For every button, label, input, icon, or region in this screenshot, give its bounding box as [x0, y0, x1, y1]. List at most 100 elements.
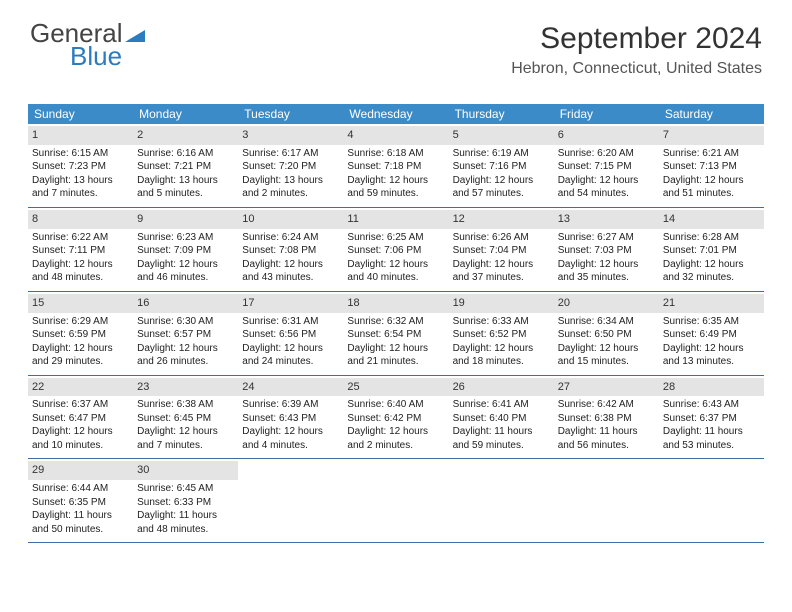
- week-row: 8Sunrise: 6:22 AMSunset: 7:11 PMDaylight…: [28, 208, 764, 292]
- day-number: 3: [242, 129, 248, 141]
- day-sunset: Sunset: 6:50 PM: [558, 328, 655, 342]
- logo-line2: Blue: [70, 41, 122, 71]
- calendar-day: 3Sunrise: 6:17 AMSunset: 7:20 PMDaylight…: [238, 124, 343, 207]
- calendar-day: 9Sunrise: 6:23 AMSunset: 7:09 PMDaylight…: [133, 208, 238, 291]
- title-block: September 2024 Hebron, Connecticut, Unit…: [511, 22, 762, 78]
- daynum-row: 11: [343, 210, 448, 229]
- calendar-day: 11Sunrise: 6:25 AMSunset: 7:06 PMDayligh…: [343, 208, 448, 291]
- calendar-day: 2Sunrise: 6:16 AMSunset: 7:21 PMDaylight…: [133, 124, 238, 207]
- day-daylight: Daylight: 12 hours and 57 minutes.: [453, 174, 550, 201]
- daynum-row: 9: [133, 210, 238, 229]
- calendar-day: 21Sunrise: 6:35 AMSunset: 6:49 PMDayligh…: [659, 292, 764, 375]
- daynum-row: 13: [554, 210, 659, 229]
- daynum-row: 1: [28, 126, 133, 145]
- logo: General Blue: [30, 22, 145, 69]
- daynum-row: 10: [238, 210, 343, 229]
- day-sunset: Sunset: 6:33 PM: [137, 496, 234, 510]
- day-daylight: Daylight: 11 hours and 48 minutes.: [137, 509, 234, 536]
- day-sunrise: Sunrise: 6:30 AM: [137, 315, 234, 329]
- day-daylight: Daylight: 12 hours and 13 minutes.: [663, 342, 760, 369]
- day-number: 13: [558, 213, 570, 225]
- day-daylight: Daylight: 11 hours and 56 minutes.: [558, 425, 655, 452]
- day-sunset: Sunset: 6:37 PM: [663, 412, 760, 426]
- week-row: 1Sunrise: 6:15 AMSunset: 7:23 PMDaylight…: [28, 124, 764, 208]
- day-number: 10: [242, 213, 254, 225]
- daynum-row: 15: [28, 294, 133, 313]
- day-sunset: Sunset: 7:16 PM: [453, 160, 550, 174]
- day-sunrise: Sunrise: 6:21 AM: [663, 147, 760, 161]
- day-daylight: Daylight: 13 hours and 5 minutes.: [137, 174, 234, 201]
- daynum-row: 5: [449, 126, 554, 145]
- day-sunset: Sunset: 6:45 PM: [137, 412, 234, 426]
- day-sunset: Sunset: 7:21 PM: [137, 160, 234, 174]
- calendar-day: 30Sunrise: 6:45 AMSunset: 6:33 PMDayligh…: [133, 459, 238, 542]
- weekday-header: Tuesday: [238, 104, 343, 124]
- day-number: 4: [347, 129, 353, 141]
- daynum-row: 29: [28, 461, 133, 480]
- calendar-day: 25Sunrise: 6:40 AMSunset: 6:42 PMDayligh…: [343, 376, 448, 459]
- day-sunrise: Sunrise: 6:25 AM: [347, 231, 444, 245]
- day-sunrise: Sunrise: 6:42 AM: [558, 398, 655, 412]
- day-daylight: Daylight: 12 hours and 32 minutes.: [663, 258, 760, 285]
- calendar-day: 23Sunrise: 6:38 AMSunset: 6:45 PMDayligh…: [133, 376, 238, 459]
- day-sunrise: Sunrise: 6:15 AM: [32, 147, 129, 161]
- daynum-row: 21: [659, 294, 764, 313]
- day-sunset: Sunset: 6:57 PM: [137, 328, 234, 342]
- day-daylight: Daylight: 12 hours and 10 minutes.: [32, 425, 129, 452]
- calendar-day: [554, 459, 659, 542]
- day-number: 14: [663, 213, 675, 225]
- daynum-row: 27: [554, 378, 659, 397]
- day-daylight: Daylight: 13 hours and 2 minutes.: [242, 174, 339, 201]
- day-sunrise: Sunrise: 6:27 AM: [558, 231, 655, 245]
- week-row: 15Sunrise: 6:29 AMSunset: 6:59 PMDayligh…: [28, 292, 764, 376]
- day-sunset: Sunset: 6:52 PM: [453, 328, 550, 342]
- daynum-row: 14: [659, 210, 764, 229]
- daynum-row: 12: [449, 210, 554, 229]
- day-sunrise: Sunrise: 6:44 AM: [32, 482, 129, 496]
- day-number: 30: [137, 464, 149, 476]
- daynum-row: 17: [238, 294, 343, 313]
- calendar-day: 18Sunrise: 6:32 AMSunset: 6:54 PMDayligh…: [343, 292, 448, 375]
- day-sunrise: Sunrise: 6:19 AM: [453, 147, 550, 161]
- day-sunrise: Sunrise: 6:41 AM: [453, 398, 550, 412]
- day-daylight: Daylight: 12 hours and 40 minutes.: [347, 258, 444, 285]
- day-sunset: Sunset: 6:43 PM: [242, 412, 339, 426]
- day-number: 6: [558, 129, 564, 141]
- daynum-row: [659, 461, 764, 465]
- day-sunrise: Sunrise: 6:16 AM: [137, 147, 234, 161]
- day-daylight: Daylight: 13 hours and 7 minutes.: [32, 174, 129, 201]
- day-sunrise: Sunrise: 6:33 AM: [453, 315, 550, 329]
- day-sunset: Sunset: 7:03 PM: [558, 244, 655, 258]
- day-number: 19: [453, 297, 465, 309]
- day-sunrise: Sunrise: 6:20 AM: [558, 147, 655, 161]
- weekday-header: Saturday: [659, 104, 764, 124]
- day-sunrise: Sunrise: 6:23 AM: [137, 231, 234, 245]
- daynum-row: 25: [343, 378, 448, 397]
- day-sunrise: Sunrise: 6:31 AM: [242, 315, 339, 329]
- day-number: 20: [558, 297, 570, 309]
- calendar-day: 24Sunrise: 6:39 AMSunset: 6:43 PMDayligh…: [238, 376, 343, 459]
- day-daylight: Daylight: 12 hours and 26 minutes.: [137, 342, 234, 369]
- day-sunset: Sunset: 7:01 PM: [663, 244, 760, 258]
- day-sunset: Sunset: 7:20 PM: [242, 160, 339, 174]
- calendar-day: 20Sunrise: 6:34 AMSunset: 6:50 PMDayligh…: [554, 292, 659, 375]
- day-number: 7: [663, 129, 669, 141]
- day-daylight: Daylight: 12 hours and 18 minutes.: [453, 342, 550, 369]
- weekday-header: Monday: [133, 104, 238, 124]
- daynum-row: 24: [238, 378, 343, 397]
- calendar-day: 15Sunrise: 6:29 AMSunset: 6:59 PMDayligh…: [28, 292, 133, 375]
- day-sunrise: Sunrise: 6:22 AM: [32, 231, 129, 245]
- day-number: 26: [453, 381, 465, 393]
- calendar-day: 17Sunrise: 6:31 AMSunset: 6:56 PMDayligh…: [238, 292, 343, 375]
- day-sunset: Sunset: 6:49 PM: [663, 328, 760, 342]
- day-sunset: Sunset: 7:08 PM: [242, 244, 339, 258]
- day-number: 9: [137, 213, 143, 225]
- daynum-row: 6: [554, 126, 659, 145]
- calendar-day: 7Sunrise: 6:21 AMSunset: 7:13 PMDaylight…: [659, 124, 764, 207]
- day-daylight: Daylight: 12 hours and 24 minutes.: [242, 342, 339, 369]
- calendar-day: 13Sunrise: 6:27 AMSunset: 7:03 PMDayligh…: [554, 208, 659, 291]
- day-number: 12: [453, 213, 465, 225]
- day-sunset: Sunset: 7:13 PM: [663, 160, 760, 174]
- calendar-day: 8Sunrise: 6:22 AMSunset: 7:11 PMDaylight…: [28, 208, 133, 291]
- day-sunrise: Sunrise: 6:26 AM: [453, 231, 550, 245]
